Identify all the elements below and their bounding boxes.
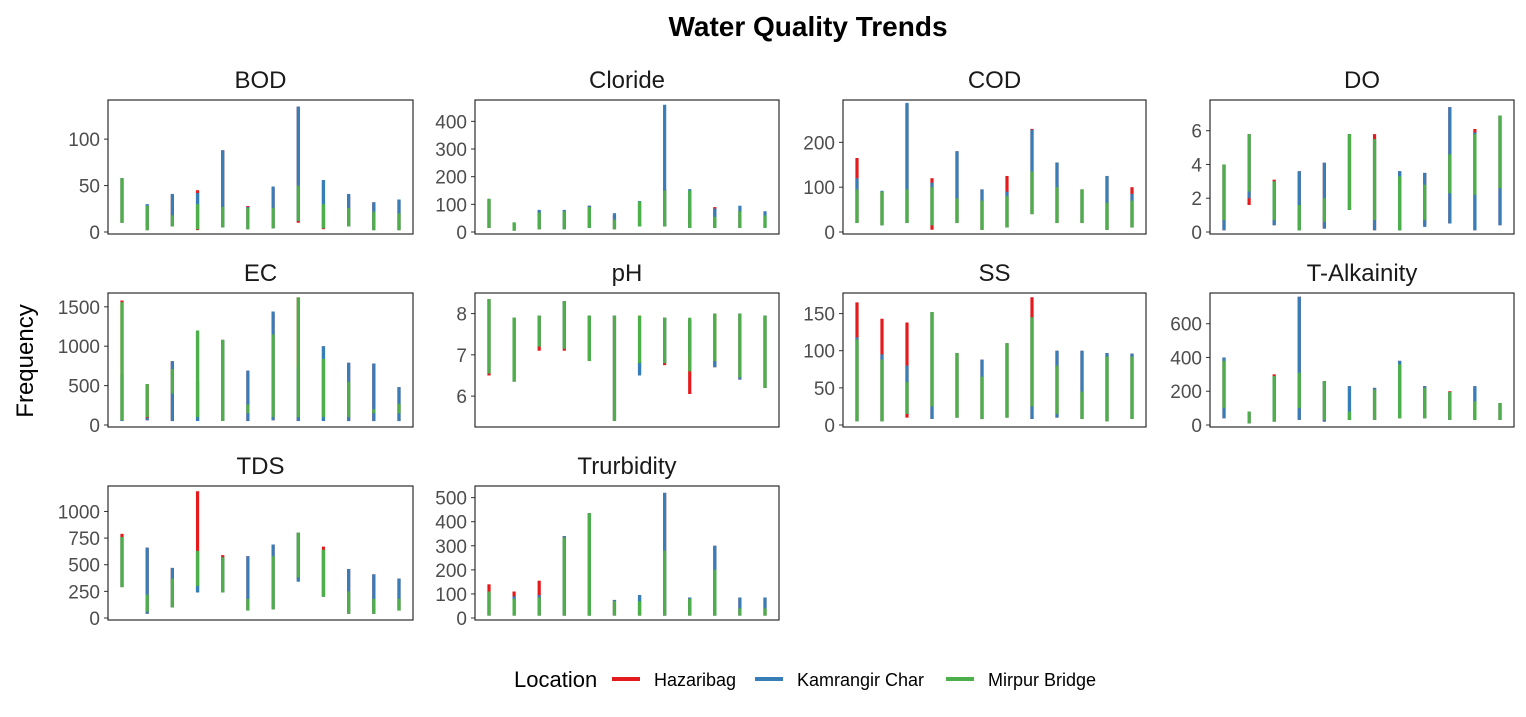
panel-ph: pH 6 7 8 (456, 260, 780, 428)
y-tick-label: 100 (803, 178, 835, 199)
y-tick-label: 750 (68, 529, 100, 550)
panel-frame (107, 485, 414, 621)
panel-bod: BOD 0 50 100 (68, 67, 414, 244)
legend-label-kamrangir-char: Kamrangir Char (797, 670, 924, 690)
y-tick-label: 0 (456, 609, 467, 630)
panel-frame (107, 99, 414, 235)
y-tick-label: 400 (1170, 348, 1202, 369)
y-tick-label: 8 (456, 305, 467, 326)
panel-ec: EC 0 500 1000 1500 (58, 260, 414, 437)
y-tick-label: 100 (435, 195, 467, 216)
panel-title-ec: EC (244, 260, 277, 287)
y-tick-label: 200 (435, 168, 467, 189)
chart-title: Water Quality Trends (668, 11, 947, 42)
y-tick-label: 500 (68, 556, 100, 577)
y-tick-label: 1000 (58, 337, 100, 358)
facet-panels: BOD050100Cloride0100200300400COD0100200D… (58, 67, 1515, 630)
y-tick-label: 300 (435, 537, 467, 558)
y-tick-label: 300 (435, 140, 467, 161)
y-tick-label: 0 (824, 416, 835, 437)
panel-cloride: Cloride 0 100 200 300 400 (435, 67, 780, 244)
y-tick-label: 2 (1191, 189, 1202, 210)
panel-frame (474, 99, 780, 235)
y-tick-label: 1000 (58, 502, 100, 523)
legend: Location Hazaribag Kamrangir Char Mirpur… (514, 667, 1096, 692)
panel-ss: SS 0 50 100 150 (803, 260, 1147, 437)
y-tick-label: 6 (1191, 122, 1202, 143)
panel-frame (474, 485, 780, 621)
panel-frame (1209, 99, 1515, 235)
y-tick-label: 0 (89, 223, 100, 244)
y-tick-label: 400 (435, 112, 467, 133)
y-tick-label: 100 (68, 130, 100, 151)
y-tick-label: 50 (79, 177, 100, 198)
panel-title-tds: TDS (237, 453, 285, 480)
y-tick-label: 1500 (58, 298, 100, 319)
y-tick-label: 200 (803, 133, 835, 154)
y-tick-label: 100 (435, 585, 467, 606)
panel-title-ph: pH (612, 260, 643, 287)
panel-title-trurbidity: Trurbidity (577, 453, 676, 480)
y-tick-label: 0 (824, 223, 835, 244)
y-tick-label: 0 (456, 223, 467, 244)
y-tick-label: 600 (1170, 315, 1202, 336)
panel-frame (842, 99, 1147, 235)
y-tick-label: 0 (89, 416, 100, 437)
panel-frame (107, 292, 414, 428)
legend-label-mirpur-bridge: Mirpur Bridge (988, 670, 1096, 690)
y-tick-label: 200 (435, 561, 467, 582)
panel-title-cloride: Cloride (589, 67, 665, 94)
panel-t-alkainity: T-Alkainity 0 200 400 600 (1170, 260, 1515, 437)
panel-cod: COD 0 100 200 (803, 67, 1147, 244)
y-tick-label: 7 (456, 346, 467, 367)
y-tick-label: 500 (435, 489, 467, 510)
y-tick-label: 0 (1191, 416, 1202, 437)
panel-frame (842, 292, 1147, 428)
y-tick-label: 250 (68, 582, 100, 603)
panel-title-bod: BOD (234, 67, 286, 94)
y-tick-label: 100 (803, 342, 835, 363)
y-tick-label: 500 (68, 377, 100, 398)
y-tick-label: 0 (1191, 223, 1202, 244)
panel-title-t-alkainity: T-Alkainity (1307, 260, 1418, 287)
y-tick-label: 0 (89, 609, 100, 630)
y-tick-label: 400 (435, 513, 467, 534)
legend-title: Location (514, 667, 597, 692)
panel-tds: TDS 0 250 500 750 1000 (58, 453, 414, 630)
panel-do: DO 0 2 4 6 (1191, 67, 1515, 244)
panel-frame (474, 292, 780, 428)
y-tick-label: 4 (1191, 155, 1202, 176)
panel-title-do: DO (1344, 67, 1380, 94)
y-tick-label: 6 (456, 387, 467, 408)
y-tick-label: 200 (1170, 382, 1202, 403)
y-tick-label: 150 (803, 305, 835, 326)
panel-frame (1209, 292, 1515, 428)
panel-title-ss: SS (978, 260, 1010, 287)
panel-title-cod: COD (968, 67, 1021, 94)
y-tick-label: 50 (814, 379, 835, 400)
y-axis-label: Frequency (12, 304, 39, 417)
panel-trurbidity: Trurbidity 0 100 200 300 400 500 (435, 453, 780, 630)
legend-label-hazaribag: Hazaribag (654, 670, 736, 690)
